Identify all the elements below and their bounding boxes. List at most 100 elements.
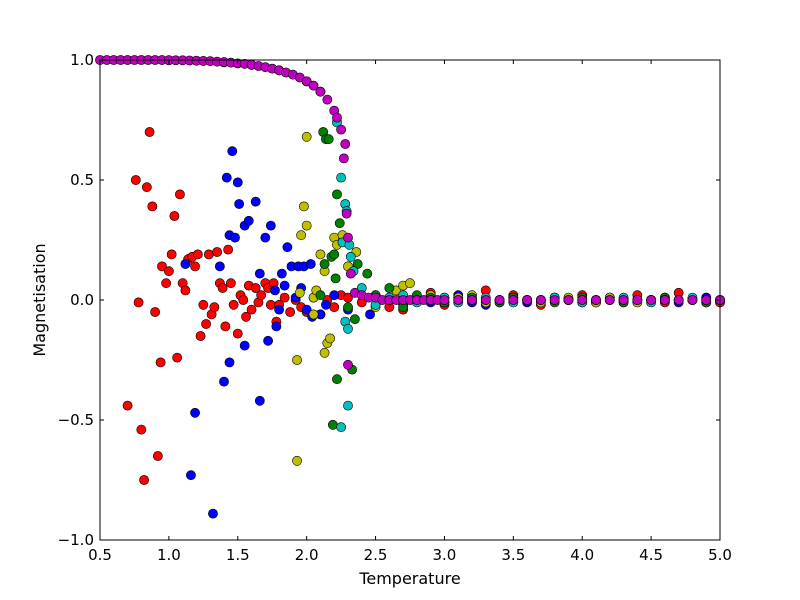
y-axis-label: Magnetisation bbox=[30, 243, 49, 356]
data-point-blue bbox=[365, 309, 375, 320]
data-point-blue bbox=[227, 146, 238, 157]
data-point-red bbox=[343, 292, 353, 303]
data-point-red bbox=[139, 475, 149, 485]
y-tick-label: 0.5 bbox=[70, 171, 94, 189]
x-tick-label: 3.5 bbox=[501, 546, 525, 564]
x-tick-label: 0.5 bbox=[88, 546, 112, 564]
data-point-red bbox=[225, 278, 236, 289]
y-tick-label: 1.0 bbox=[70, 51, 94, 69]
data-point-red bbox=[223, 244, 234, 255]
data-point-red bbox=[175, 189, 185, 200]
data-point-blue bbox=[186, 470, 196, 481]
data-point-magenta bbox=[336, 124, 347, 135]
data-point-blue bbox=[230, 232, 240, 243]
data-point-red bbox=[141, 182, 152, 193]
data-point-red bbox=[155, 357, 166, 368]
data-point-blue bbox=[276, 268, 287, 279]
y-tick-label: −1.0 bbox=[58, 531, 94, 549]
data-point-blue bbox=[232, 177, 243, 188]
x-tick-label: 1.0 bbox=[157, 546, 181, 564]
data-point-magenta bbox=[646, 295, 657, 305]
x-tick-label: 4.5 bbox=[639, 546, 663, 564]
data-point-red bbox=[195, 331, 206, 341]
data-point-green bbox=[330, 273, 341, 284]
data-point-red bbox=[198, 299, 209, 310]
data-point-red bbox=[190, 261, 200, 272]
data-point-red bbox=[130, 175, 141, 185]
data-point-blue bbox=[270, 285, 280, 296]
data-point-red bbox=[265, 299, 276, 310]
data-point-green bbox=[323, 134, 334, 145]
data-point-blue bbox=[219, 376, 229, 387]
data-point-magenta bbox=[591, 295, 601, 305]
data-point-magenta bbox=[632, 295, 643, 305]
data-point-blue bbox=[271, 321, 282, 332]
data-point-magenta bbox=[673, 295, 684, 305]
data-point-green bbox=[384, 283, 395, 293]
data-point-red bbox=[180, 285, 191, 296]
data-point-magenta bbox=[439, 295, 450, 305]
data-point-red bbox=[203, 249, 214, 260]
data-point-green bbox=[349, 314, 360, 325]
data-point-cyan bbox=[336, 172, 347, 183]
data-point-green bbox=[329, 249, 340, 260]
data-point-magenta bbox=[340, 139, 351, 149]
data-point-red bbox=[122, 400, 133, 411]
data-point-blue bbox=[274, 304, 285, 315]
data-point-yellow bbox=[301, 131, 312, 142]
data-point-magenta bbox=[549, 295, 560, 305]
data-point-blue bbox=[250, 196, 261, 207]
data-point-magenta bbox=[467, 295, 477, 305]
data-point-magenta bbox=[604, 295, 615, 305]
data-point-blue bbox=[254, 268, 265, 279]
data-point-blue bbox=[208, 508, 218, 519]
data-point-green bbox=[332, 189, 342, 200]
data-point-red bbox=[152, 451, 163, 461]
data-point-red bbox=[192, 249, 203, 260]
data-point-magenta bbox=[338, 153, 349, 164]
data-point-magenta bbox=[343, 359, 353, 370]
data-point-blue bbox=[190, 407, 200, 418]
data-point-magenta bbox=[332, 112, 342, 123]
data-point-red bbox=[279, 292, 290, 303]
data-point-blue bbox=[239, 340, 250, 351]
data-point-cyan bbox=[345, 251, 356, 262]
data-point-blue bbox=[279, 280, 290, 291]
data-points bbox=[95, 55, 725, 519]
data-point-red bbox=[150, 307, 161, 317]
data-point-magenta bbox=[577, 295, 588, 305]
data-point-yellow bbox=[292, 455, 302, 466]
data-point-magenta bbox=[687, 295, 698, 305]
data-point-magenta bbox=[345, 268, 356, 279]
data-point-blue bbox=[329, 290, 340, 301]
data-point-red bbox=[163, 266, 174, 277]
data-point-blue bbox=[224, 357, 235, 368]
data-point-magenta bbox=[522, 295, 533, 305]
data-point-red bbox=[172, 352, 183, 363]
data-point-blue bbox=[234, 199, 245, 209]
data-point-red bbox=[133, 297, 144, 308]
data-point-magenta bbox=[659, 295, 670, 305]
x-tick-label: 4.0 bbox=[570, 546, 594, 564]
data-point-green bbox=[343, 302, 353, 313]
axis-ticks: 0.5 1.0 1.5 2.0 2.5 3.0 3.5 4.0 4.5 5.0 −1.0 −0.5 0.… bbox=[58, 51, 732, 564]
data-point-red bbox=[209, 302, 220, 313]
data-point-red bbox=[136, 424, 147, 435]
data-point-cyan bbox=[336, 422, 347, 433]
data-point-cyan bbox=[343, 400, 353, 411]
data-point-red bbox=[212, 247, 223, 257]
data-point-magenta bbox=[308, 80, 319, 91]
data-point-red bbox=[217, 283, 228, 293]
data-point-yellow bbox=[405, 278, 415, 289]
data-point-yellow bbox=[325, 333, 335, 344]
data-point-green bbox=[327, 419, 338, 430]
data-point-blue bbox=[321, 299, 331, 310]
data-point-red bbox=[201, 319, 211, 329]
x-tick-label: 2.0 bbox=[295, 546, 319, 564]
data-point-yellow bbox=[308, 309, 319, 320]
data-point-red bbox=[220, 321, 231, 332]
data-point-green bbox=[319, 259, 330, 269]
x-tick-label: 1.5 bbox=[226, 546, 250, 564]
data-point-cyan bbox=[343, 323, 353, 334]
